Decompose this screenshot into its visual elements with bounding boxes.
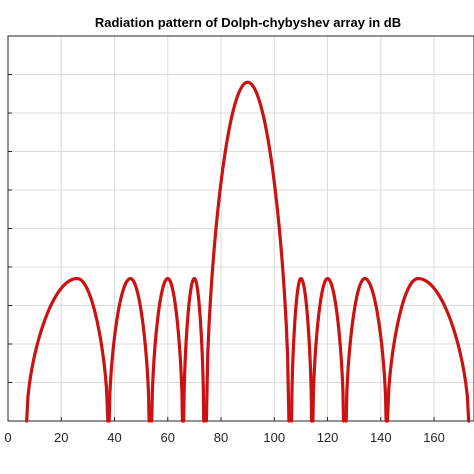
x-tick-label: 0 bbox=[4, 430, 11, 445]
axes bbox=[7, 35, 474, 422]
grid bbox=[7, 35, 474, 421]
pattern-lobe bbox=[311, 276, 346, 423]
x-tick-label: 160 bbox=[423, 430, 445, 445]
pattern-lobe bbox=[107, 276, 151, 423]
x-tick-label: 40 bbox=[107, 430, 121, 445]
x-tick-label: 140 bbox=[370, 430, 392, 445]
x-tick-label: 120 bbox=[317, 430, 339, 445]
pattern-lobe bbox=[289, 276, 314, 423]
pattern-lobe bbox=[182, 276, 206, 423]
pattern-lobe bbox=[344, 276, 388, 423]
x-tick-label: 60 bbox=[161, 430, 175, 445]
x-tick-labels: 0 20 40 60 80 100 120 140 160 bbox=[4, 430, 445, 445]
pattern-lobe bbox=[150, 276, 185, 423]
pattern-lobe bbox=[25, 276, 110, 423]
pattern-lobe bbox=[385, 276, 471, 423]
x-tick-label: 20 bbox=[54, 430, 68, 445]
chart-title: Radiation pattern of Dolph-chybyshev arr… bbox=[95, 15, 401, 30]
pattern-lobe bbox=[204, 80, 291, 423]
x-tick-label: 100 bbox=[263, 430, 285, 445]
x-tick-label: 80 bbox=[214, 430, 228, 445]
series-layer bbox=[25, 80, 471, 423]
